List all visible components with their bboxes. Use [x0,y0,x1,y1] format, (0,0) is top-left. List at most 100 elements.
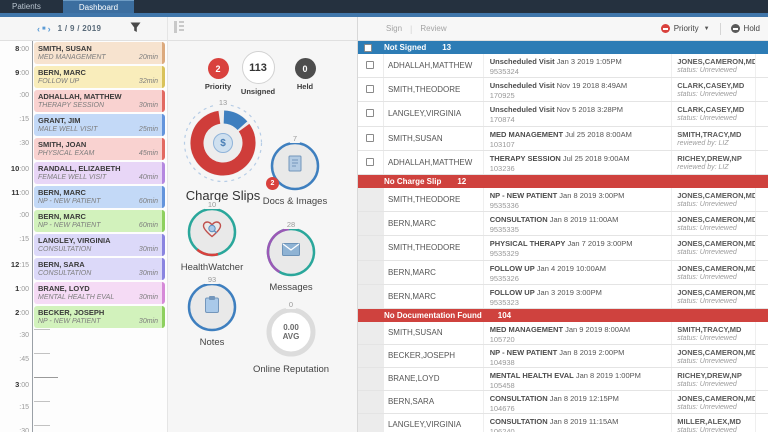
date-next-icon[interactable]: › [47,23,51,34]
worklist-row[interactable]: LANGLEY,VIRGINIA CONSULTATION Jan 8 2019 … [358,413,768,432]
appointment-patient-name: BERN, MARC [38,188,86,197]
worklist-row[interactable]: BERN,SARA CONSULTATION Jan 8 2019 12:15PM… [358,390,768,414]
worklist-row[interactable]: BERN,MARC CONSULTATION Jan 8 2019 11:00AM… [358,212,768,237]
appointment-card[interactable]: SMITH, SUSAN MED MANAGEMENT 20min [34,42,165,64]
worklist-row[interactable]: BERN,MARC FOLLOW UP Jan 3 2019 3:00PM 9535… [358,284,768,309]
review-button[interactable]: Review [420,24,447,33]
hold-filter-button[interactable]: Hold [730,24,760,33]
online-reputation-average: 0.00 AVG [282,323,300,341]
row-visit-id: 9535329 [489,249,519,259]
envelope-icon [282,243,300,261]
schedule-empty-slot[interactable]: 3:00 [0,377,167,401]
filter-icon[interactable] [130,20,141,38]
row-review-status: status: Unreviewed [677,380,737,388]
schedule-empty-slot[interactable]: :30 [0,329,167,353]
row-visit-cell: MENTAL HEALTH EVAL Jan 8 2019 1:00PM 1054… [482,367,672,390]
toolbar-divider [719,22,721,35]
slot-tick [34,329,50,330]
worklist-row[interactable]: SMITH,SUSAN MED MANAGEMENT Jul 25 2018 8:… [358,126,768,151]
date-today-icon[interactable]: ■ [42,25,46,32]
schedule-empty-slot[interactable]: :30 [0,425,167,432]
docs-images-gauge[interactable]: 7 2 Docs & Images [263,134,327,207]
appointment-card[interactable]: RANDALL, ELIZABETH FEMALE WELL VISIT 40min [34,162,165,184]
row-checkbox[interactable] [366,133,375,142]
schedule-empty-slot[interactable]: :15 [0,401,167,425]
priority-counter[interactable]: 2 Priority [186,58,250,91]
notes-gauge[interactable]: 93 Notes [184,275,240,348]
online-reputation-label: Online Reputation [252,364,330,375]
section-header[interactable]: Not Signed 13 [358,41,768,54]
row-checkbox-cell [358,54,384,78]
worklist-row[interactable]: BERN,MARC FOLLOW UP Jan 4 2019 10:00AM 953… [358,260,768,285]
appointment-meta: THERAPY SESSION 30min [38,102,158,109]
worklist-row[interactable]: ADHALLAH,MATTHEW THERAPY SESSION Jul 25 2… [358,150,768,175]
toolbar-divider: | [410,23,413,34]
slot-time-label: 3:00 [0,377,33,401]
appointment-card[interactable]: BERN, SARA CONSULTATION 30min [34,258,165,280]
section-header[interactable]: No Charge Slip 12 [358,174,768,188]
worklist-row[interactable]: SMITH,THEODORE NP - NEW PATIENT Jan 8 201… [358,187,768,213]
schedule-row: :30 SMITH, JOAN PHYSICAL EXAM 45min [0,137,167,161]
current-date[interactable]: 1 / 9 / 2019 [57,24,102,33]
row-review-status: status: Unreviewed [677,273,737,281]
section-header[interactable]: No Documentation Found 104 [358,308,768,322]
row-provider-name: JONES,CAMERON,MD [677,263,756,273]
row-provider-name: JONES,CAMERON,MD [677,239,756,249]
row-checkbox[interactable] [366,85,375,94]
appointment-card[interactable]: BERN, MARC NP - NEW PATIENT 60min [34,186,165,208]
row-patient-name: LANGLEY,VIRGINIA [387,420,462,430]
slot-time-label: 10:00 [0,161,33,185]
appointment-duration: 30min [138,246,158,253]
slot-time-label: :30 [0,137,33,161]
layout-list-icon[interactable] [174,20,184,38]
row-patient-name: BECKER,JOSEPH [387,351,456,361]
worklist-row[interactable]: BRANE,LOYD MENTAL HEALTH EVAL Jan 8 2019 … [358,367,768,391]
online-reputation-gauge[interactable]: 0 0.00 AVG Online Reputation [253,300,329,375]
row-visit-id: 9535335 [489,225,519,235]
appointment-card[interactable]: BERN, MARC FOLLOW UP 32min [34,66,165,88]
notes-label: Notes [199,337,225,348]
appointment-card[interactable]: BRANE, LOYD MENTAL HEALTH EVAL 30min [34,282,165,304]
worklist-row[interactable]: SMITH,THEODORE PHYSICAL THERAPY Jan 7 201… [358,236,768,261]
schedule-row: 11:00 BERN, MARC NP - NEW PATIENT 60min [0,185,167,209]
tab-dashboard[interactable]: Dashboard [62,0,135,13]
slot-time-label: :15 [0,233,33,257]
select-all-checkbox[interactable] [364,43,372,52]
row-review-status: status: Unreviewed [677,225,737,233]
tab-patients[interactable]: Patients [12,2,41,11]
appointment-card[interactable]: BECKER, JOSEPH NP - NEW PATIENT 30min [34,306,165,328]
appointment-card[interactable]: LANGLEY, VIRGINIA CONSULTATION 30min [34,234,165,256]
row-provider-cell: JONES,CAMERON,MD status: Unreviewed [671,236,756,260]
messages-gauge[interactable]: 28 Messages [263,220,319,293]
worklist-row[interactable]: ADHALLAH,MATTHEW Unscheduled Visit Jan 3 … [358,54,768,79]
row-extra-cell [755,413,768,432]
unsigned-label: Unsigned [240,87,276,96]
charge-slips-gauge[interactable]: 13 $ Charge Slips [182,98,264,203]
priority-label: Priority [204,82,232,91]
docs-images-label: Docs & Images [262,196,328,207]
date-prev-icon[interactable]: ‹ [37,23,40,34]
row-checkbox[interactable] [366,109,375,118]
priority-count: 2 [207,58,229,79]
worklist-row[interactable]: LANGLEY,VIRGINIA Unscheduled Visit Nov 5 … [358,102,768,127]
appointment-card[interactable]: ADHALLAH, MATTHEW THERAPY SESSION 30min [34,90,165,112]
healthwatcher-gauge[interactable]: 10 HealthWatcher [181,200,243,273]
sign-button[interactable]: Sign [386,24,403,33]
appointment-card[interactable]: GRANT, JIM MALE WELL VISIT 25min [34,114,165,136]
row-visit-description: NP - NEW PATIENT Jan 8 2019 3:00PM [489,190,625,200]
worklist-row[interactable]: SMITH,SUSAN MED MANAGEMENT Jan 9 2019 8:0… [358,321,768,345]
unsigned-counter[interactable]: 113 Unsigned [226,51,290,96]
worklist-row[interactable]: SMITH,THEODORE Unscheduled Visit Nov 19 2… [358,78,768,103]
priority-filter-button[interactable]: Priority ▼ [660,24,710,33]
appointment-type: NP - NEW PATIENT [38,318,101,325]
row-checkbox[interactable] [366,61,375,69]
row-visit-cell: MED MANAGEMENT Jan 9 2019 8:00AM 105720 [482,321,672,344]
row-checkbox[interactable] [366,157,375,166]
row-provider-name: JONES,CAMERON,MD [677,393,756,403]
worklist-row[interactable]: BECKER,JOSEPH NP - NEW PATIENT Jan 8 2019… [358,344,768,368]
schedule-row: 2:00 BECKER, JOSEPH NP - NEW PATIENT 30min [0,305,167,329]
appointment-card[interactable]: SMITH, JOAN PHYSICAL EXAM 45min [34,138,165,160]
schedule-empty-slot[interactable]: :45 [0,353,167,377]
held-counter[interactable]: 0 Held [273,58,337,91]
appointment-card[interactable]: BERN, MARC NP - NEW PATIENT 60min [34,210,165,232]
